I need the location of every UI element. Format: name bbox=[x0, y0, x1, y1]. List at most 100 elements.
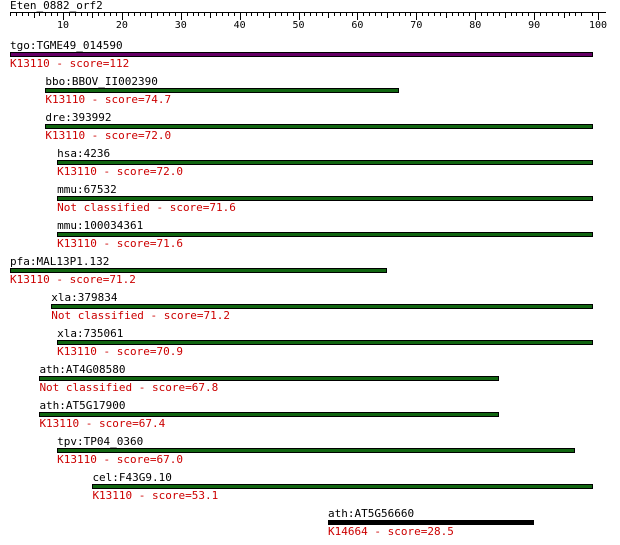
ruler-minor-tick bbox=[551, 13, 553, 16]
hit-name-link[interactable]: tgo:TGME49_014590 bbox=[10, 39, 123, 52]
ruler-minor-tick bbox=[422, 13, 424, 16]
ruler-minor-tick bbox=[133, 13, 135, 16]
ruler-tick-label: 30 bbox=[174, 20, 187, 31]
hit-name-link[interactable]: xla:735061 bbox=[57, 327, 124, 340]
ruler-minor-tick bbox=[33, 13, 35, 18]
hit-alignment-bar[interactable] bbox=[57, 196, 593, 201]
ruler-minor-tick bbox=[45, 13, 47, 16]
ruler-minor-tick bbox=[51, 13, 53, 16]
ruler-minor-tick bbox=[410, 13, 412, 16]
ruler-minor-tick bbox=[545, 13, 547, 16]
hit-alignment-bar[interactable] bbox=[39, 412, 499, 417]
ruler-major-tick bbox=[63, 13, 64, 20]
hit-name-link[interactable]: mmu:67532 bbox=[57, 183, 117, 196]
hit-name-link[interactable]: mmu:100034361 bbox=[57, 219, 144, 232]
hit-name-link[interactable]: ath:AT5G17900 bbox=[39, 399, 126, 412]
hit-alignment-bar[interactable] bbox=[57, 448, 576, 453]
hit-annotation: K13110 - score=67.4 bbox=[39, 417, 166, 430]
ruler-minor-tick bbox=[27, 13, 29, 16]
hit-name-link[interactable]: pfa:MAL13P1.132 bbox=[10, 255, 110, 268]
ruler-minor-tick bbox=[375, 13, 377, 16]
hit-alignment-bar[interactable] bbox=[57, 232, 593, 237]
ruler-minor-tick bbox=[316, 13, 318, 16]
hit-name-link[interactable]: tpv:TP04_0360 bbox=[57, 435, 144, 448]
ruler-minor-tick bbox=[286, 13, 288, 16]
ruler-minor-tick bbox=[569, 13, 571, 16]
hit-annotation: K13110 - score=53.1 bbox=[92, 489, 219, 502]
ruler-minor-tick bbox=[92, 13, 94, 18]
ruler-minor-tick bbox=[581, 13, 583, 16]
hit-alignment-bar[interactable] bbox=[45, 88, 399, 93]
ruler-minor-tick bbox=[428, 13, 430, 16]
hit-name-link[interactable]: ath:AT5G56660 bbox=[328, 507, 415, 520]
ruler-minor-tick bbox=[192, 13, 194, 16]
hit-alignment-bar[interactable] bbox=[39, 376, 499, 381]
hit-alignment-bar[interactable] bbox=[57, 340, 593, 345]
ruler-major-tick bbox=[416, 13, 418, 20]
hit-name-link[interactable]: cel:F43G9.10 bbox=[92, 471, 172, 484]
ruler-tick-label: 90 bbox=[528, 20, 541, 31]
ruler-major-tick bbox=[180, 13, 182, 20]
hit-name-link[interactable]: dre:393992 bbox=[45, 111, 112, 124]
hit-alignment-bar[interactable] bbox=[45, 124, 593, 129]
ruler-minor-tick bbox=[540, 13, 541, 16]
ruler-minor-tick bbox=[504, 13, 506, 18]
ruler-minor-tick bbox=[233, 13, 235, 16]
ruler-minor-tick bbox=[269, 13, 271, 18]
hit-annotation: K13110 - score=112 bbox=[10, 57, 130, 70]
ruler-minor-tick bbox=[275, 13, 276, 16]
ruler-minor-tick bbox=[451, 13, 453, 16]
ruler-minor-tick bbox=[257, 13, 259, 16]
ruler-minor-tick bbox=[57, 13, 59, 16]
ruler-minor-tick bbox=[263, 13, 265, 16]
ruler-minor-tick bbox=[127, 13, 129, 16]
ruler-minor-tick bbox=[280, 13, 282, 16]
ruler-minor-tick bbox=[139, 13, 141, 16]
hit-alignment-bar[interactable] bbox=[10, 52, 593, 57]
ruler-minor-tick bbox=[74, 13, 76, 16]
ruler-minor-tick bbox=[98, 13, 100, 16]
hit-name-link[interactable]: bbo:BBOV_II002390 bbox=[45, 75, 158, 88]
hit-annotation: K13110 - score=71.6 bbox=[57, 237, 183, 250]
ruler-minor-tick bbox=[227, 13, 229, 16]
ruler-minor-tick bbox=[457, 13, 459, 16]
ruler-tick-label: 50 bbox=[292, 20, 305, 31]
ruler-major-tick bbox=[534, 13, 536, 20]
hit-annotation: Not classified - score=71.6 bbox=[57, 201, 236, 214]
ruler-minor-tick bbox=[322, 13, 324, 16]
hit-annotation: K13110 - score=67.0 bbox=[57, 453, 183, 466]
ruler-major-tick bbox=[475, 13, 477, 20]
ruler-minor-tick bbox=[434, 13, 435, 16]
ruler-minor-tick bbox=[498, 13, 500, 16]
ruler-minor-tick bbox=[39, 13, 41, 16]
ruler-minor-tick bbox=[522, 13, 524, 16]
ruler-minor-tick bbox=[463, 13, 465, 16]
hit-name-link[interactable]: xla:379834 bbox=[51, 291, 118, 304]
ruler-minor-tick bbox=[516, 13, 518, 16]
ruler-major-tick bbox=[239, 13, 241, 20]
ruler-minor-tick bbox=[157, 13, 159, 16]
ruler-minor-tick bbox=[222, 13, 223, 16]
ruler-minor-tick bbox=[68, 13, 70, 16]
hit-alignment-bar[interactable] bbox=[92, 484, 593, 489]
hit-name-link[interactable]: ath:AT4G08580 bbox=[39, 363, 126, 376]
ruler-minor-tick bbox=[151, 13, 153, 18]
ruler-minor-tick bbox=[163, 13, 165, 16]
ruler-minor-tick bbox=[15, 13, 17, 16]
hit-alignment-bar[interactable] bbox=[51, 304, 593, 309]
ruler-minor-tick bbox=[145, 13, 147, 16]
hit-annotation: K13110 - score=72.0 bbox=[45, 129, 172, 142]
ruler-minor-tick bbox=[381, 13, 382, 16]
ruler-minor-tick bbox=[304, 13, 306, 16]
ruler-minor-tick bbox=[186, 13, 188, 16]
hit-alignment-bar[interactable] bbox=[57, 160, 593, 165]
hit-name-link[interactable]: hsa:4236 bbox=[57, 147, 111, 160]
ruler-minor-tick bbox=[487, 13, 488, 16]
ruler-major-tick bbox=[598, 13, 599, 20]
ruler-tick-label: 10 bbox=[56, 20, 70, 31]
ruler-minor-tick bbox=[174, 13, 176, 16]
ruler-line bbox=[10, 12, 606, 13]
hit-alignment-bar[interactable] bbox=[10, 268, 387, 273]
hit-alignment-bar[interactable] bbox=[328, 520, 535, 525]
ruler-minor-tick bbox=[328, 13, 329, 18]
